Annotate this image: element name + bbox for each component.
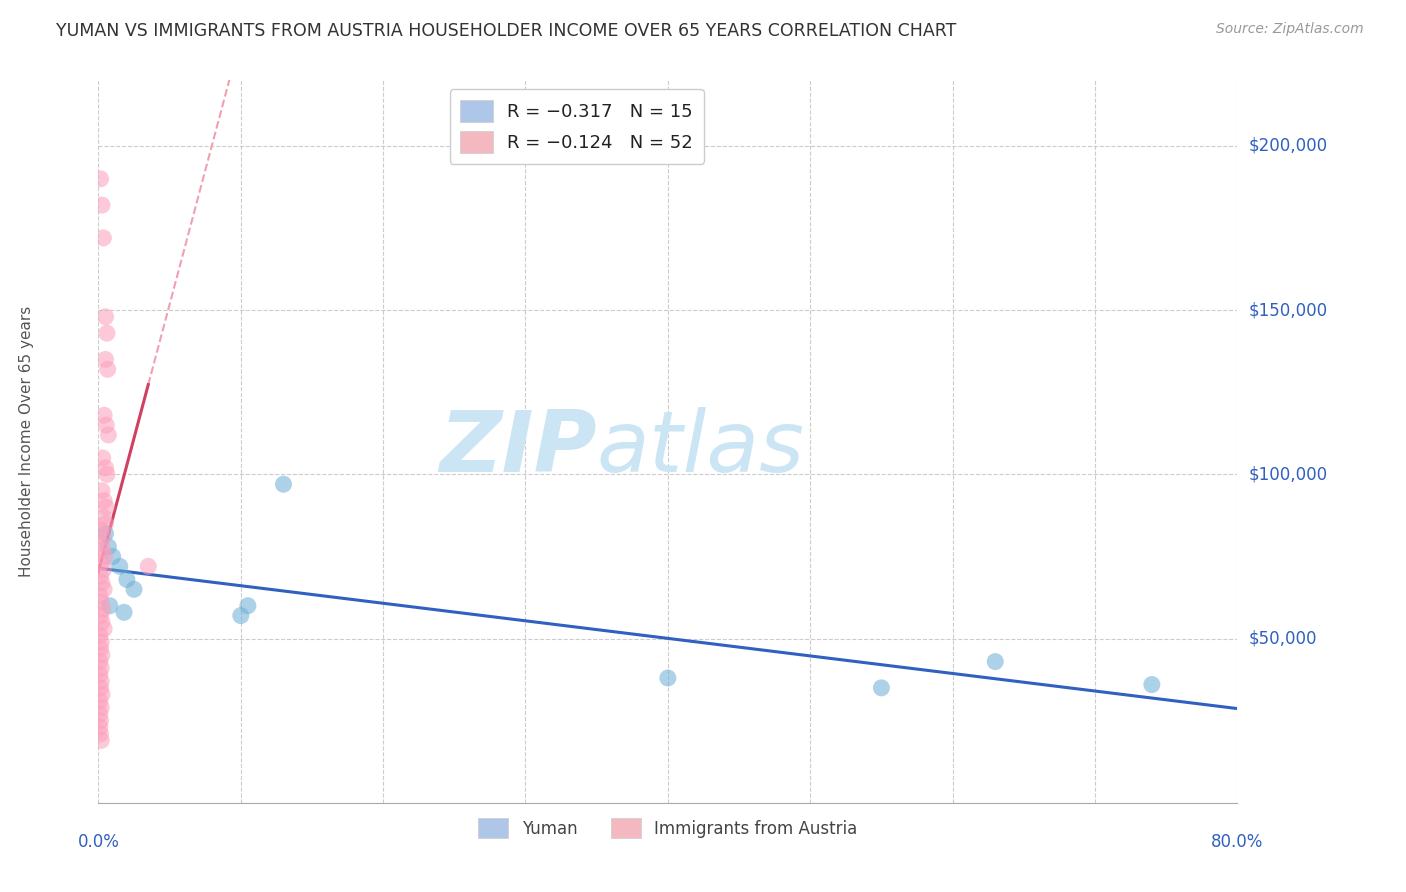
Point [93,622,115,636]
Point [90,733,112,747]
Point [91,198,114,212]
Point [93,231,115,245]
Point [96,418,118,433]
Point [90,556,112,570]
Point [89,628,111,642]
Text: YUMAN VS IMMIGRANTS FROM AUSTRIA HOUSEHOLDER INCOME OVER 65 YEARS CORRELATION CH: YUMAN VS IMMIGRANTS FROM AUSTRIA HOUSEHO… [56,22,956,40]
Point [91,602,114,616]
Point [90,727,112,741]
Point [136,559,159,574]
Point [91,542,114,557]
Point [93,530,115,544]
Point [94,549,117,564]
Point [229,608,252,623]
Point [90,714,112,728]
Point [236,599,259,613]
Point [91,450,114,465]
Text: Source: ZipAtlas.com: Source: ZipAtlas.com [1216,22,1364,37]
Point [90,700,112,714]
Point [93,510,115,524]
Point [93,493,115,508]
Point [91,687,114,701]
Point [90,569,112,583]
Text: $150,000: $150,000 [1249,301,1327,319]
Point [89,707,111,722]
Point [89,694,111,708]
Point [90,681,112,695]
Point [93,409,115,423]
Point [91,615,114,630]
Point [89,655,111,669]
Text: $50,000: $50,000 [1249,630,1317,648]
Point [89,720,111,734]
Point [90,523,112,537]
Point [98,599,121,613]
Point [94,516,117,531]
Point [1140,677,1163,691]
Point [91,483,114,498]
Point [97,428,120,442]
Point [96,467,118,482]
Text: ZIP: ZIP [439,407,596,490]
Point [97,362,120,376]
Legend: Yuman, Immigrants from Austria: Yuman, Immigrants from Austria [472,812,863,845]
Point [90,661,112,675]
Point [93,563,115,577]
Point [122,582,145,597]
Point [90,674,112,689]
Point [96,500,118,515]
Point [94,352,117,367]
Point [90,536,112,550]
Point [93,582,115,597]
Text: 80.0%: 80.0% [1211,833,1264,851]
Point [90,608,112,623]
Point [94,526,117,541]
Point [90,595,112,609]
Point [91,648,114,662]
Point [94,310,117,324]
Point [90,635,112,649]
Point [89,667,111,681]
Point [870,681,893,695]
Point [984,655,1007,669]
Text: 0.0%: 0.0% [77,833,120,851]
Point [90,171,112,186]
Text: $200,000: $200,000 [1249,137,1327,155]
Point [97,540,120,554]
Text: $100,000: $100,000 [1249,466,1327,483]
Point [91,575,114,590]
Text: atlas: atlas [596,407,804,490]
Point [96,326,118,341]
Point [89,589,111,603]
Point [115,573,138,587]
Point [94,460,117,475]
Point [112,605,135,619]
Point [90,641,112,656]
Point [657,671,679,685]
Text: Householder Income Over 65 years: Householder Income Over 65 years [18,306,34,577]
Point [273,477,295,491]
Point [108,559,131,574]
Point [101,549,124,564]
